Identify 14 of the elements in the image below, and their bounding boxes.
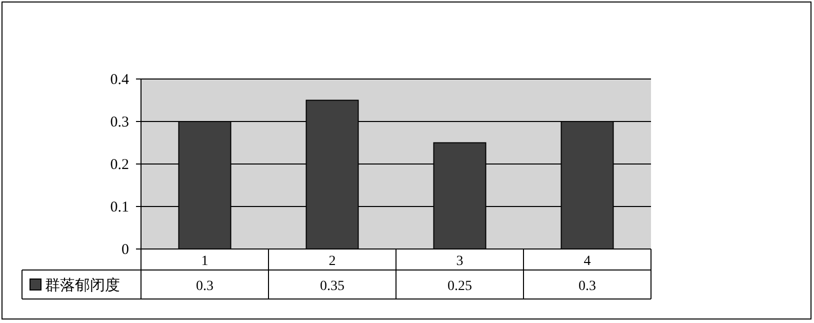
y-tick-label: 0 <box>122 242 129 258</box>
x-tick-label: 1 <box>201 254 208 269</box>
data-label: 0.25 <box>448 279 472 294</box>
y-tick-label: 0.3 <box>110 114 129 130</box>
x-tick-label: 4 <box>584 254 591 269</box>
data-label: 0.3 <box>196 279 214 294</box>
legend-label: 群落郁闭度 <box>45 277 120 294</box>
y-tick-label: 0.4 <box>110 72 130 88</box>
data-label: 0.3 <box>578 279 596 294</box>
x-tick-label: 3 <box>456 254 464 269</box>
y-tick-label: 0.2 <box>110 157 129 173</box>
y-tick-label: 0.1 <box>110 200 129 216</box>
x-tick-label: 2 <box>328 254 336 269</box>
data-label: 0.35 <box>320 279 344 294</box>
